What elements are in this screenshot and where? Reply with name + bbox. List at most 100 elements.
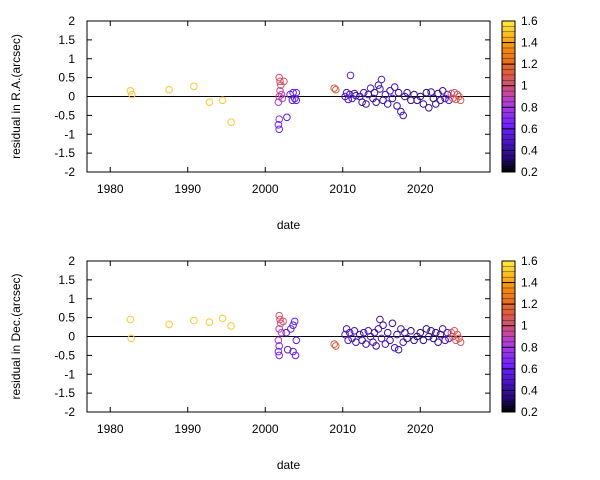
data-point [372, 342, 380, 350]
colorbar-tick-label: 0.6 [521, 122, 538, 136]
data-point [432, 100, 440, 108]
data-point [332, 342, 340, 350]
data-point [394, 345, 403, 354]
data-point [165, 320, 173, 329]
data-point [403, 334, 411, 343]
data-point [419, 100, 428, 108]
data-point [397, 325, 405, 333]
data-point [394, 88, 403, 97]
data-point [344, 95, 353, 104]
x-tick-label: 1980 [97, 422, 124, 436]
colorbar-tick-label: 0.6 [521, 362, 538, 376]
data-point [350, 327, 359, 335]
data-point [165, 85, 173, 94]
data-point [376, 85, 384, 93]
data-point [425, 104, 433, 112]
data-point [386, 336, 394, 345]
data-point [127, 334, 135, 343]
data-point [277, 319, 285, 328]
colorbar-tick-label: 0.8 [521, 100, 538, 114]
data-point [436, 96, 445, 105]
data-point [455, 334, 463, 343]
y-axis-label: residual in Dec.(arcsec) [9, 273, 23, 399]
colorbar-tick-label: 0.8 [521, 340, 538, 354]
data-point [278, 94, 287, 103]
data-point [432, 328, 440, 337]
data-point [290, 94, 299, 103]
data-point [416, 328, 425, 337]
data-point [341, 330, 349, 339]
data-point [128, 90, 136, 99]
data-point [283, 113, 291, 122]
data-point [383, 100, 392, 108]
y-tick-label: 1.5 [58, 273, 75, 287]
x-tick-label: 1980 [97, 182, 124, 196]
colorbar-tick-label: 1.6 [521, 14, 538, 28]
data-point [348, 334, 356, 343]
data-point [287, 325, 295, 333]
y-tick-label: -2 [64, 165, 75, 179]
data-point [374, 81, 383, 89]
colorbar-tick-label: 0.2 [521, 405, 538, 419]
data-point [390, 344, 399, 352]
data-point [344, 336, 353, 345]
data-point [292, 96, 301, 105]
data-point [386, 87, 394, 95]
x-tick-label: 2000 [252, 422, 279, 436]
colorbar: 0.2 0.4 0.6 0.8 1 1.2 1.4 1.6 [501, 14, 538, 179]
data-point [427, 88, 435, 96]
colorbar-tick-label: 0.2 [521, 165, 538, 179]
data-point [456, 338, 465, 347]
data-point [274, 121, 283, 129]
y-axis-label: residual in R.A.(arcsec) [9, 34, 23, 159]
data-point [292, 88, 301, 97]
data-point [288, 96, 297, 105]
data-point [441, 336, 449, 345]
data-point [377, 334, 386, 343]
colorbar-tick-label: 1.4 [521, 36, 538, 50]
data-point [381, 340, 390, 348]
data-point [399, 338, 408, 347]
x-axis-label: date [277, 218, 301, 232]
colorbar-tick-label: 1.2 [521, 57, 538, 71]
x-tick-label: 2000 [252, 182, 279, 196]
colorbar-tick-label: 1 [521, 79, 528, 93]
data-point [291, 351, 300, 360]
data-point [190, 316, 198, 325]
data-point [390, 83, 399, 91]
x-tick-label: 2010 [329, 182, 356, 196]
data-point [277, 328, 286, 337]
x-axis-label: date [277, 458, 301, 472]
data-point [332, 85, 340, 94]
data-point [427, 327, 435, 335]
x-tick-label: 1990 [174, 182, 201, 196]
data-point [218, 314, 227, 323]
chart-panel-2: 2 1.5 1 0.5 0 -0.5 -1 -1.5 -2 1980 1990 2000 2010 202… [9, 254, 538, 472]
data-point [190, 82, 198, 91]
data-point [456, 96, 465, 105]
y-tick-label: 2 [68, 254, 75, 268]
data-point [346, 71, 355, 80]
colorbar-tick-label: 1.4 [521, 276, 538, 290]
data-point [275, 73, 284, 82]
data-point [126, 87, 135, 95]
y-tick-label: 0.5 [58, 311, 75, 325]
y-tick-label: -1.5 [54, 386, 75, 400]
y-tick-label: 1 [68, 52, 75, 66]
data-point [279, 317, 287, 326]
data-points [126, 311, 465, 360]
data-point [292, 336, 301, 345]
data-point [205, 318, 214, 327]
data-point [443, 328, 452, 337]
data-point [276, 87, 284, 95]
data-point [275, 325, 284, 333]
data-point [374, 325, 383, 333]
data-point [393, 102, 401, 110]
y-tick-label: -1.5 [54, 146, 75, 160]
data-point [205, 98, 214, 106]
data-point [289, 321, 297, 330]
data-point [422, 88, 431, 97]
y-tick-label: 1.5 [58, 33, 75, 47]
data-point [275, 311, 284, 320]
data-point [289, 347, 297, 356]
